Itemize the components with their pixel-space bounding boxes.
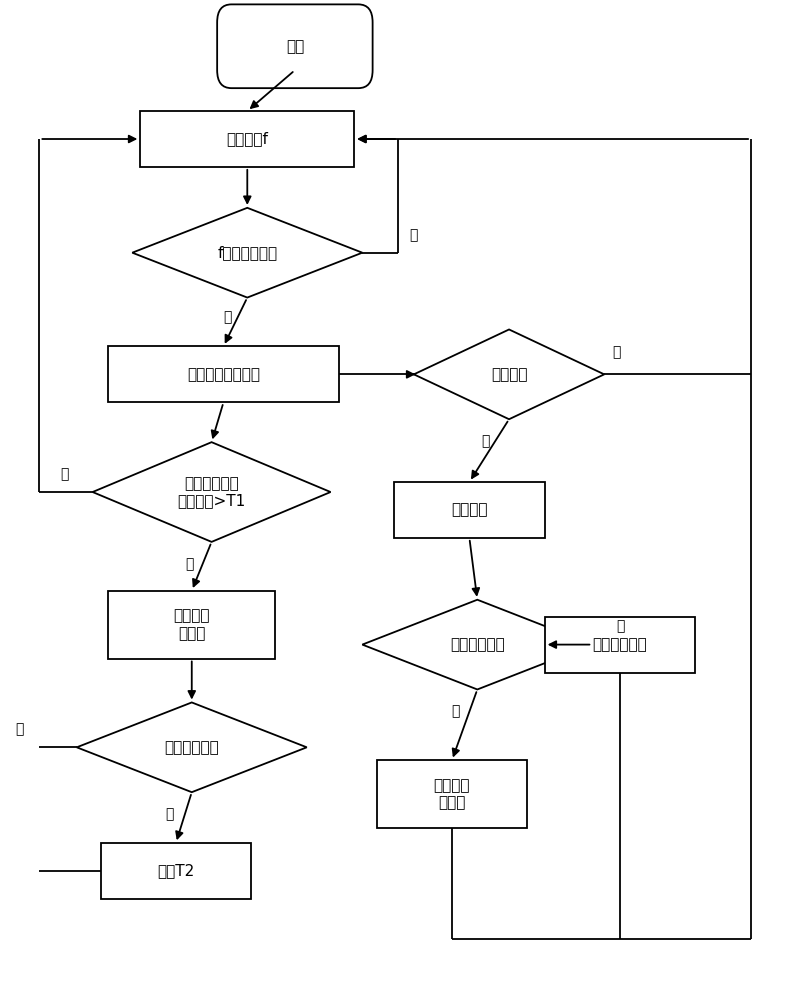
Text: 否: 否 [60,467,69,481]
Polygon shape [92,442,330,542]
Bar [377,760,527,828]
Text: 频率是否正常: 频率是否正常 [165,740,219,755]
Text: 是: 是 [15,722,24,736]
Bar [108,591,275,659]
Text: 调整柴油
发电机: 调整柴油 发电机 [174,608,210,641]
Bar [394,482,544,538]
Text: 频率是否正常: 频率是否正常 [450,637,505,652]
Text: 检测频率f: 检测频率f [226,132,268,147]
Text: 否: 否 [613,345,621,359]
Bar [100,843,252,899]
Bar [544,617,696,673]
Text: 频率偏高: 频率偏高 [491,367,527,382]
Bar [108,346,338,402]
Text: 是: 是 [481,434,490,448]
Text: 分级切除负荷: 分级切除负荷 [593,637,647,652]
Polygon shape [414,329,604,419]
Polygon shape [132,208,362,298]
Text: 开始: 开始 [286,39,304,54]
Text: 否: 否 [410,228,418,242]
FancyBboxPatch shape [217,4,373,88]
Polygon shape [76,702,306,792]
Bar [140,111,354,167]
Text: f偏差是否越限: f偏差是否越限 [217,245,277,260]
Text: 是: 是 [223,311,232,325]
Text: 是: 是 [185,557,193,571]
Text: 否: 否 [166,807,174,821]
Text: 延时T2: 延时T2 [158,863,194,878]
Text: 否: 否 [451,704,459,718]
Text: 关停风机: 关停风机 [451,502,488,517]
Polygon shape [362,600,592,689]
Text: 关停柴油
发电机: 关停柴油 发电机 [434,778,470,810]
Text: 调整储能电池出力: 调整储能电池出力 [187,367,260,382]
Text: 是: 是 [616,620,624,634]
Text: 储能电池持续
输出时间>T1: 储能电池持续 输出时间>T1 [178,476,246,508]
